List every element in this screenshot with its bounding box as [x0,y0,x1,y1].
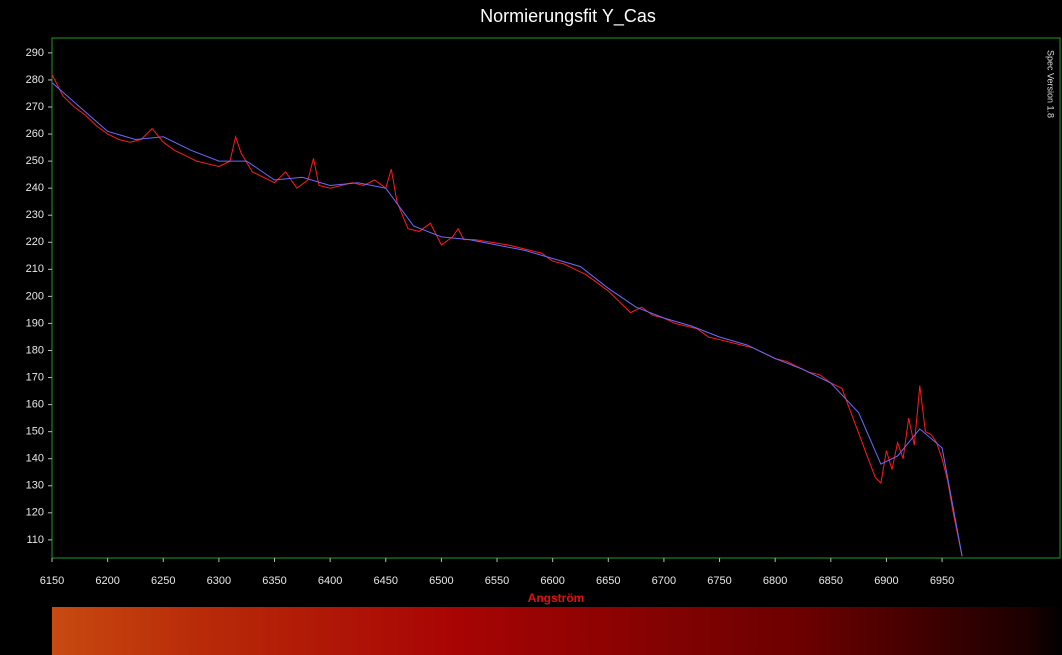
y-tick-label: 220 [26,236,44,248]
x-tick-label: 6150 [40,575,64,587]
y-tick-label: 290 [26,47,44,59]
x-tick-label: 6500 [429,575,453,587]
x-tick-label: 6900 [874,575,898,587]
y-tick-label: 210 [26,263,44,275]
x-tick-label: 6400 [318,575,342,587]
annotation: Spec Version 1.8 [1046,50,1056,118]
x-tick-label: 6850 [819,575,843,587]
y-tick-label: 260 [26,128,44,140]
x-tick-label: 6450 [374,575,398,587]
x-tick-label: 6300 [207,575,231,587]
x-axis-label: Angström [528,591,585,605]
y-tick-label: 190 [26,317,44,329]
y-tick-label: 140 [26,453,44,465]
y-tick-label: 150 [26,426,44,438]
y-tick-label: 160 [26,399,44,411]
spectrum-bar [52,607,1062,655]
x-tick-label: 6550 [485,575,509,587]
y-tick-label: 250 [26,155,44,167]
x-tick-label: 6350 [262,575,286,587]
y-tick-label: 130 [26,480,44,492]
x-tick-label: 6750 [707,575,731,587]
y-tick-label: 170 [26,371,44,383]
x-tick-label: 6200 [95,575,119,587]
y-tick-label: 230 [26,209,44,221]
chart-title: Normierungsfit Y_Cas [480,6,656,27]
y-tick-label: 120 [26,507,44,519]
y-tick-label: 180 [26,344,44,356]
x-tick-label: 6800 [763,575,787,587]
x-tick-label: 6950 [930,575,954,587]
y-tick-label: 200 [26,290,44,302]
y-tick-label: 110 [26,534,44,546]
series-line [51,82,963,557]
y-tick-label: 280 [26,74,44,86]
x-tick-label: 6650 [596,575,620,587]
y-tick-label: 240 [26,182,44,194]
x-tick-label: 6700 [652,575,676,587]
x-tick-label: 6250 [151,575,175,587]
x-tick-label: 6600 [540,575,564,587]
y-tick-label: 270 [26,101,44,113]
plot-frame [51,37,1061,559]
series-line [51,74,963,557]
